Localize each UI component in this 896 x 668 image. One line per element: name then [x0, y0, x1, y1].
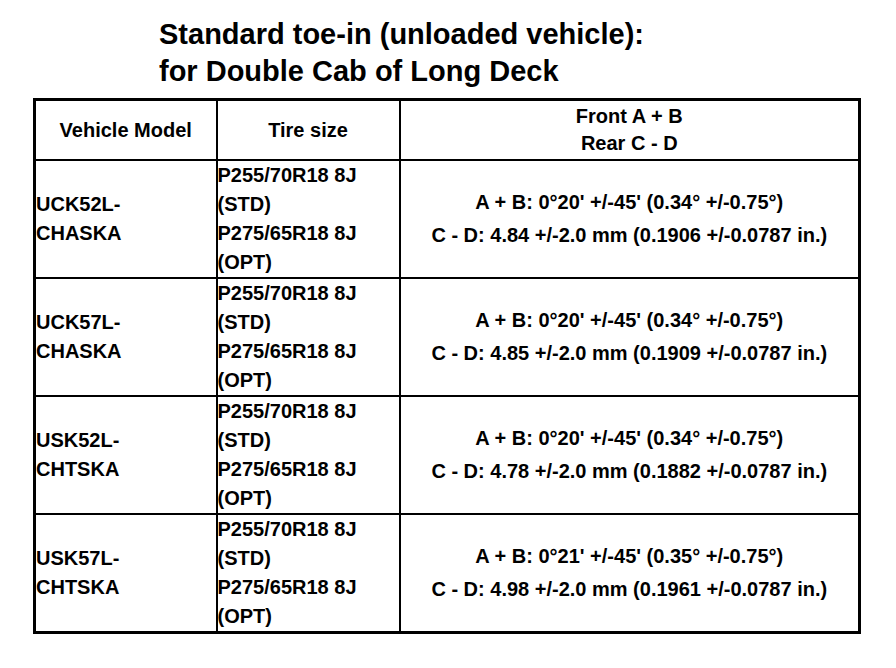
vehicle-model-cell: USK57L- CHTSKA — [35, 514, 217, 633]
table-row: USK57L- CHTSKA P255/70R18 8J (STD) P275/… — [35, 514, 860, 633]
vehicle-model-cell: USK52L- CHTSKA — [35, 396, 217, 514]
header-tire-size: Tire size — [217, 100, 400, 161]
tire-size-cell: P255/70R18 8J (STD) P275/65R18 8J (OPT) — [217, 278, 400, 396]
page-title: Standard toe-in (unloaded vehicle): for … — [159, 16, 644, 90]
toe-in-spec-cell: A + B: 0°20' +/-45' (0.34° +/-0.75°) C -… — [400, 278, 860, 396]
page-title-line2: for Double Cab of Long Deck — [159, 53, 644, 90]
manual-page: Standard toe-in (unloaded vehicle): for … — [0, 0, 896, 668]
header-row: Vehicle Model Tire size Front A + B Rear… — [35, 100, 860, 161]
table-row: UCK52L- CHASKA P255/70R18 8J (STD) P275/… — [35, 160, 860, 278]
toe-in-spec-cell: A + B: 0°21' +/-45' (0.35° +/-0.75°) C -… — [400, 514, 860, 633]
header-front-rear-spec: Front A + B Rear C - D — [400, 100, 860, 161]
table-row: UCK57L- CHASKA P255/70R18 8J (STD) P275/… — [35, 278, 860, 396]
toe-in-spec-cell: A + B: 0°20' +/-45' (0.34° +/-0.75°) C -… — [400, 160, 860, 278]
header-vehicle-model: Vehicle Model — [35, 100, 217, 161]
toe-in-spec-table: Vehicle Model Tire size Front A + B Rear… — [33, 98, 861, 634]
page-title-line1: Standard toe-in (unloaded vehicle): — [159, 16, 644, 53]
vehicle-model-cell: UCK57L- CHASKA — [35, 278, 217, 396]
tire-size-cell: P255/70R18 8J (STD) P275/65R18 8J (OPT) — [217, 514, 400, 633]
tire-size-cell: P255/70R18 8J (STD) P275/65R18 8J (OPT) — [217, 160, 400, 278]
vehicle-model-cell: UCK52L- CHASKA — [35, 160, 217, 278]
tire-size-cell: P255/70R18 8J (STD) P275/65R18 8J (OPT) — [217, 396, 400, 514]
toe-in-spec-cell: A + B: 0°20' +/-45' (0.34° +/-0.75°) C -… — [400, 396, 860, 514]
table-row: USK52L- CHTSKA P255/70R18 8J (STD) P275/… — [35, 396, 860, 514]
